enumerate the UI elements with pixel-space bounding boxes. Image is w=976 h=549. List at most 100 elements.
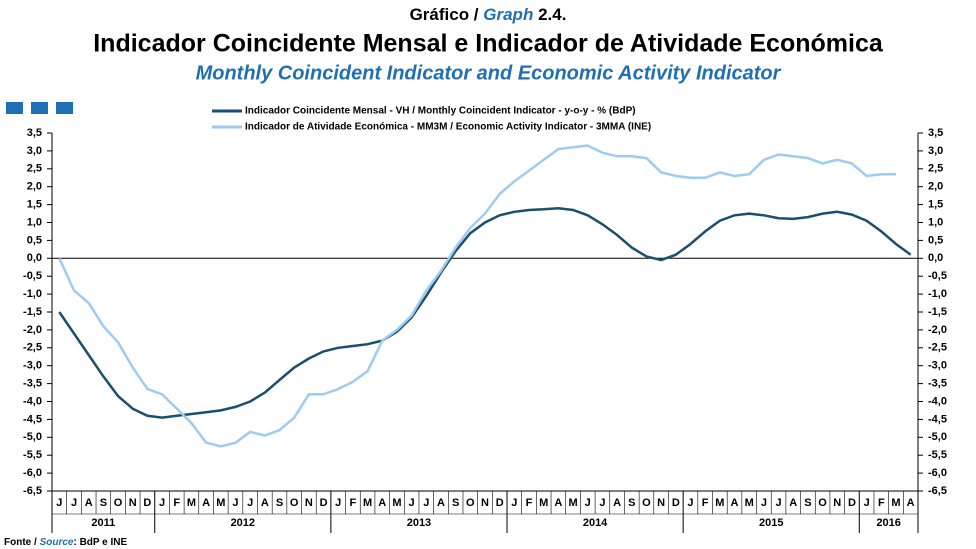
y2-tick-label: 0,5 <box>928 234 943 246</box>
x-tick-label: S <box>100 497 107 509</box>
x-tick-label: F <box>350 497 357 509</box>
y-tick-label: -6,5 <box>23 485 42 497</box>
y2-tick-label: -2,5 <box>928 342 947 354</box>
x-tick-label: D <box>672 497 680 509</box>
x-tick-label: M <box>568 497 577 509</box>
source-prefix: Fonte / <box>4 537 37 548</box>
y2-tick-label: 3,0 <box>928 145 943 157</box>
x-tick-label: N <box>129 497 137 509</box>
x-tick-label: J <box>71 497 77 509</box>
x-tick-label: D <box>143 497 151 509</box>
y2-tick-label: -1,0 <box>928 288 947 300</box>
x-tick-label: O <box>290 497 299 509</box>
x-tick-label: A <box>554 497 562 509</box>
y2-tick-label: 2,5 <box>928 163 943 175</box>
series-line <box>58 206 912 419</box>
chart-heading: Gráfico / Graph 2.4. <box>410 5 567 24</box>
x-tick-label: O <box>818 497 827 509</box>
y-tick-label: -2,0 <box>23 324 42 336</box>
title-number: 2.4. <box>538 5 566 24</box>
y-tick-label: -5,0 <box>23 431 42 443</box>
y-tick-label: 1,5 <box>27 199 42 211</box>
x-tick-label: J <box>409 497 415 509</box>
decor-square <box>56 102 73 114</box>
y-tick-label: 2,5 <box>27 163 42 175</box>
x-tick-label: A <box>437 497 445 509</box>
x-tick-label: F <box>526 497 533 509</box>
x-tick-label: S <box>804 497 811 509</box>
y-tick-label: 0,0 <box>27 252 42 264</box>
x-tick-label: A <box>378 497 386 509</box>
x-tick-label: J <box>56 497 62 509</box>
x-tick-label: J <box>247 497 253 509</box>
x-tick-label: A <box>202 497 210 509</box>
x-tick-label: M <box>187 497 196 509</box>
x-tick-label: J <box>775 497 781 509</box>
y-tick-label: -4,0 <box>23 395 42 407</box>
y-tick-label: -4,5 <box>23 413 42 425</box>
x-tick-label: S <box>628 497 635 509</box>
x-tick-label: M <box>539 497 548 509</box>
chart-subtitle: Monthly Coincident Indicator and Economi… <box>196 62 782 84</box>
x-tick-label: M <box>715 497 724 509</box>
y2-tick-label: -5,0 <box>928 431 947 443</box>
year-label: 2011 <box>91 517 115 529</box>
x-tick-label: A <box>85 497 93 509</box>
x-tick-label: A <box>731 497 739 509</box>
y2-tick-label: -6,5 <box>928 485 947 497</box>
x-tick-label: N <box>305 497 313 509</box>
x-tick-label: N <box>657 497 665 509</box>
year-label: 2016 <box>876 517 900 529</box>
y-tick-label: -1,5 <box>23 306 42 318</box>
y2-tick-label: 1,5 <box>928 199 943 211</box>
y2-tick-label: -4,5 <box>928 413 947 425</box>
legend-label: Indicador de Atividade Económica - MM3M … <box>245 122 651 133</box>
x-tick-label: J <box>335 497 341 509</box>
decor-square <box>6 102 23 114</box>
y2-tick-label: -4,0 <box>928 395 947 407</box>
x-tick-label: A <box>789 497 797 509</box>
y2-tick-label: -3,5 <box>928 378 947 390</box>
title-graph: Graph <box>483 5 533 24</box>
x-tick-label: F <box>173 497 180 509</box>
y-tick-label: -3,0 <box>23 360 42 372</box>
legend-label: Indicador Coincidente Mensal - VH / Mont… <box>245 106 636 117</box>
x-tick-label: J <box>761 497 767 509</box>
x-tick-label: M <box>891 497 900 509</box>
y-tick-label: 3,0 <box>27 145 42 157</box>
y-tick-label: 2,0 <box>27 181 42 193</box>
x-tick-label: A <box>907 497 915 509</box>
y2-tick-label: -6,0 <box>928 467 947 479</box>
source: Fonte / Source: BdP e INE <box>4 537 128 548</box>
y2-tick-label: -0,5 <box>928 270 947 282</box>
x-tick-label: O <box>114 497 123 509</box>
x-tick-label: S <box>276 497 283 509</box>
x-tick-label: J <box>232 497 238 509</box>
x-tick-label: S <box>452 497 459 509</box>
y-tick-label: -6,0 <box>23 467 42 479</box>
x-tick-label: M <box>745 497 754 509</box>
decor-square <box>31 102 48 114</box>
x-tick-label: J <box>864 497 870 509</box>
x-tick-label: J <box>159 497 165 509</box>
title-prefix: Gráfico / <box>410 5 479 24</box>
x-tick-label: N <box>481 497 489 509</box>
x-tick-label: A <box>261 497 269 509</box>
y-tick-label: 3,5 <box>27 127 42 139</box>
y-tick-label: 0,5 <box>27 234 42 246</box>
x-tick-label: J <box>687 497 693 509</box>
x-tick-label: M <box>216 497 225 509</box>
x-tick-label: J <box>599 497 605 509</box>
x-tick-label: D <box>848 497 856 509</box>
x-tick-label: O <box>466 497 475 509</box>
y-tick-label: -0,5 <box>23 270 42 282</box>
x-tick-label: M <box>392 497 401 509</box>
source-text: : BdP e INE <box>73 537 127 548</box>
year-label: 2015 <box>759 517 783 529</box>
y-tick-label: -2,5 <box>23 342 42 354</box>
y-tick-label: -5,5 <box>23 449 42 461</box>
y2-tick-label: 1,0 <box>928 216 943 228</box>
y2-tick-label: -2,0 <box>928 324 947 336</box>
chart-title: Indicador Coincidente Mensal e Indicador… <box>93 30 884 58</box>
